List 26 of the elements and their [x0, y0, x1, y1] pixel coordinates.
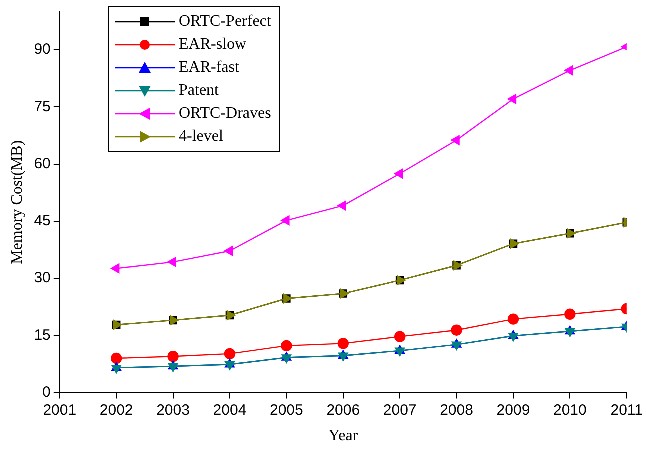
- x-tick-label: 2005: [270, 402, 304, 419]
- x-tick-label: 2011: [610, 402, 644, 419]
- x-tick-label: 2004: [213, 402, 247, 419]
- y-tick-label: 60: [34, 155, 51, 172]
- y-tick-label: 90: [34, 41, 51, 58]
- legend-label: EAR-fast: [179, 58, 240, 78]
- y-tick-label: 0: [42, 384, 51, 401]
- y-tick-label: 30: [34, 270, 51, 287]
- y-tick-label: 45: [34, 212, 51, 230]
- x-tick-label: 2008: [440, 402, 474, 419]
- x-tick-label: 2002: [100, 402, 134, 419]
- legend-label: EAR-slow: [179, 35, 247, 55]
- x-axis-title: Year: [328, 428, 359, 445]
- x-tick-label: 2006: [326, 402, 360, 419]
- x-tick-label: 2007: [383, 402, 417, 419]
- legend-label: ORTC-Perfect: [179, 12, 272, 32]
- legend-label: ORTC-Draves: [179, 104, 272, 124]
- y-axis-title: Memory Cost(MB): [8, 140, 26, 264]
- x-tick-label: 2009: [496, 402, 530, 419]
- y-tick-label: 75: [34, 98, 51, 116]
- x-tick-label: 2010: [553, 402, 587, 419]
- x-tick-label: 2003: [156, 402, 190, 419]
- x-tick-label: 2001: [43, 402, 77, 419]
- legend-label: Patent: [179, 81, 219, 101]
- legend-label: 4-level: [179, 127, 224, 147]
- y-tick-label: 15: [34, 326, 51, 344]
